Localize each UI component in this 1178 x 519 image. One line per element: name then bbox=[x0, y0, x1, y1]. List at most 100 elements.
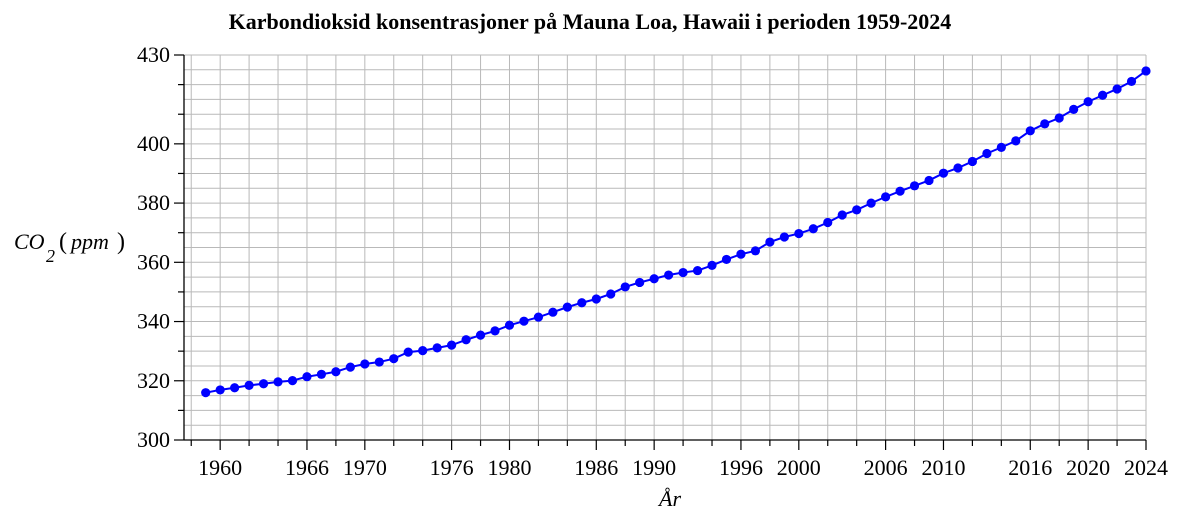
data-point bbox=[273, 377, 283, 387]
data-point bbox=[389, 354, 399, 364]
co2-line bbox=[205, 70, 1147, 394]
data-point bbox=[447, 340, 457, 350]
data-point bbox=[1025, 126, 1035, 136]
data-point bbox=[418, 345, 428, 356]
data-point bbox=[649, 274, 659, 284]
data-point bbox=[750, 246, 761, 256]
x-tick-label: 2020 bbox=[1066, 455, 1110, 480]
data-point bbox=[678, 267, 688, 278]
y-axis-label-subscript: 2 bbox=[46, 246, 55, 266]
data-point bbox=[461, 335, 471, 345]
data-point bbox=[620, 282, 630, 292]
chart-title: Karbondioksid konsentrasjoner på Mauna L… bbox=[229, 9, 952, 34]
y-tick-label: 380 bbox=[137, 190, 170, 215]
x-tick-label: 1986 bbox=[574, 455, 618, 480]
data-point bbox=[374, 357, 384, 367]
x-axis-label: År bbox=[657, 486, 681, 511]
data-point bbox=[895, 186, 905, 196]
y-tick-label: 340 bbox=[137, 309, 170, 334]
data-point bbox=[982, 148, 992, 159]
data-point bbox=[345, 362, 355, 372]
x-tick-label: 2010 bbox=[921, 455, 965, 480]
data-point bbox=[866, 198, 876, 208]
data-point bbox=[562, 302, 572, 312]
data-point bbox=[736, 249, 746, 259]
data-point bbox=[953, 163, 963, 173]
data-point bbox=[1083, 97, 1093, 107]
x-tick-label: 2016 bbox=[1008, 455, 1052, 480]
data-point bbox=[591, 294, 601, 304]
data-point bbox=[837, 210, 847, 220]
data-point bbox=[403, 347, 413, 357]
data-point bbox=[606, 289, 616, 299]
data-point bbox=[1098, 90, 1108, 100]
data-point bbox=[967, 156, 978, 167]
y-axis-label: CO 2 ( ppm ) bbox=[14, 229, 125, 266]
data-point bbox=[490, 326, 500, 336]
y-tick-label: 300 bbox=[137, 427, 170, 452]
data-point bbox=[432, 343, 442, 353]
data-point bbox=[475, 330, 486, 340]
y-tick-label: 400 bbox=[137, 131, 170, 156]
x-tick-label: 1976 bbox=[430, 455, 474, 480]
data-point bbox=[635, 277, 645, 288]
y-axis-label-main: CO bbox=[14, 229, 45, 254]
x-tick-label: 1966 bbox=[285, 455, 329, 480]
data-point bbox=[215, 385, 225, 395]
data-point bbox=[1054, 113, 1064, 123]
x-tick-label: 2000 bbox=[777, 455, 821, 480]
data-point bbox=[230, 383, 240, 393]
data-point bbox=[1069, 104, 1079, 114]
x-tick-label: 1996 bbox=[719, 455, 763, 480]
x-tick-label: 1970 bbox=[343, 455, 387, 480]
data-point bbox=[258, 379, 269, 389]
data-point bbox=[1112, 84, 1122, 94]
data-point bbox=[360, 359, 370, 369]
data-point bbox=[201, 388, 211, 398]
data-point bbox=[779, 232, 789, 242]
ticks: 1960 1966 1970 1976 1980 1986 1990 1996 2000 2006… bbox=[137, 42, 1168, 480]
data-point bbox=[692, 265, 703, 276]
data-point bbox=[504, 320, 515, 330]
y-axis-label-paren-open: ( bbox=[59, 229, 67, 255]
data-point bbox=[302, 372, 312, 382]
x-tick-label: 1990 bbox=[632, 455, 676, 480]
grid bbox=[184, 54, 1147, 440]
data-point bbox=[808, 224, 818, 234]
data-point bbox=[316, 369, 327, 379]
y-tick-label: 320 bbox=[137, 368, 170, 393]
data-point bbox=[577, 298, 587, 308]
data-point bbox=[519, 316, 529, 326]
data-point bbox=[1126, 76, 1137, 87]
data-point bbox=[765, 237, 775, 247]
y-axis-label-unit: ppm bbox=[69, 229, 109, 254]
data-point bbox=[1011, 136, 1021, 146]
data-point bbox=[924, 175, 934, 186]
data-point bbox=[287, 376, 298, 386]
data-point bbox=[938, 168, 949, 178]
y-axis-label-paren-close: ) bbox=[117, 229, 125, 255]
data-point bbox=[996, 142, 1006, 152]
x-tick-label: 2006 bbox=[864, 455, 908, 480]
data-point bbox=[1141, 66, 1151, 76]
x-tick-label: 1960 bbox=[198, 455, 242, 480]
data-point bbox=[909, 181, 920, 191]
data-point bbox=[1040, 119, 1050, 129]
x-tick-label: 1980 bbox=[487, 455, 531, 480]
data-point bbox=[881, 192, 891, 202]
y-tick-label: 360 bbox=[137, 249, 170, 274]
data-point bbox=[244, 380, 254, 390]
x-tick-label: 2024 bbox=[1124, 455, 1168, 480]
data-point bbox=[721, 254, 732, 265]
y-tick-label: 430 bbox=[137, 42, 170, 67]
data-point bbox=[823, 217, 833, 228]
data-point bbox=[331, 367, 341, 377]
data-point bbox=[533, 312, 544, 322]
axes bbox=[183, 55, 1146, 441]
data-point bbox=[707, 260, 717, 270]
data-point bbox=[548, 307, 558, 317]
co2-series bbox=[201, 66, 1151, 398]
data-point bbox=[852, 205, 862, 215]
data-point bbox=[794, 228, 804, 239]
